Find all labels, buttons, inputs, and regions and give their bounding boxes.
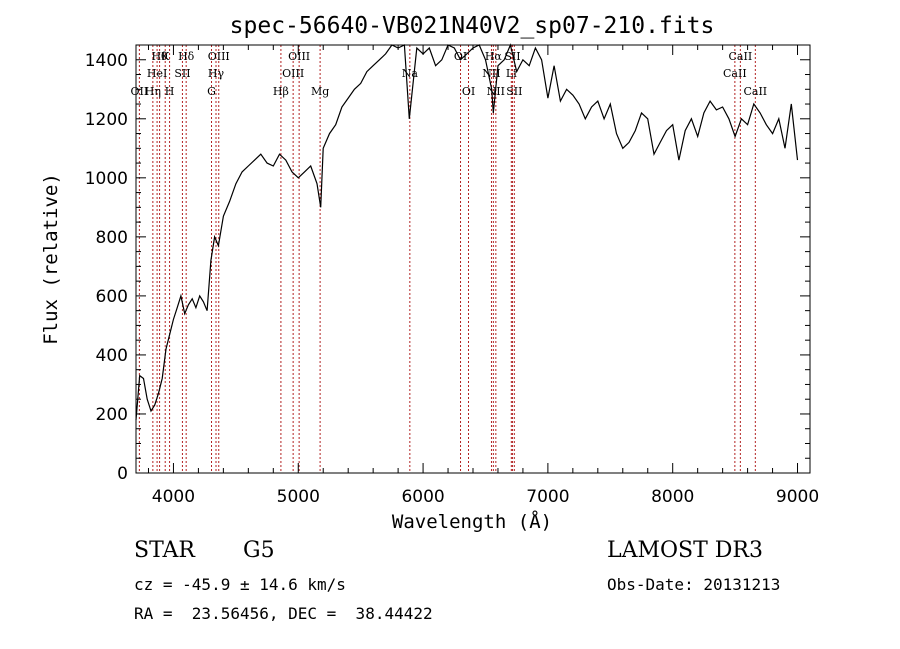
line-marker-label: OI [462,85,475,98]
observation-date: Obs-Date: 20131213 [607,575,781,594]
survey-name: LAMOST DR3 [607,538,763,563]
line-marker-label: Hβ [273,85,289,98]
x-axis-ticks: 4000 5000 6000 7000 8000 9000 [147,45,819,507]
y-tick-label: 600 [96,287,128,307]
line-marker-label: OIII [208,50,230,63]
line-marker-label: Li [506,67,517,80]
y-tick-label: 1400 [85,51,128,71]
line-marker-label: H [165,85,175,98]
object-subclass: G5 [243,538,275,563]
line-marker-label: G [207,85,216,98]
line-marker-label: Mg [311,85,329,98]
y-tick-label: 1200 [85,110,128,130]
redshift-velocity: cz = -45.9 ± 14.6 km/s [134,575,346,594]
y-tick-label: 200 [96,405,128,425]
line-marker-label: NII [482,67,500,80]
line-marker-label: OIII [282,67,304,80]
x-tick-label: 8000 [651,487,694,507]
y-axis-label: Flux (relative) [40,173,62,345]
y-tick-label: 0 [117,464,128,484]
line-marker-label: CaII [723,67,747,80]
x-tick-label: 4000 [152,487,195,507]
chart-title: spec-56640-VB021N40V2_sp07-210.fits [230,13,715,39]
spectrum-line [135,43,799,420]
line-marker-label: OIII [288,50,310,63]
sky-coordinates: RA = 23.56456, DEC = 38.44422 [134,604,433,623]
object-class: STAR [134,538,195,563]
line-marker-label: SII [174,67,190,80]
y-tick-label: 400 [96,346,128,366]
line-marker-label: Na [402,67,419,80]
line-marker-label: CaII [743,85,767,98]
line-marker-label: HeI [147,67,167,80]
line-marker-label: Hα [485,50,503,63]
line-marker-label: Hγ [208,67,225,80]
line-marker-label: SII [506,85,522,98]
y-tick-label: 800 [96,228,128,248]
y-axis-ticks: 0 200 400 600 800 1000 1200 1400 [85,51,810,484]
x-tick-label: 6000 [401,487,444,507]
y-tick-label: 1000 [85,169,128,189]
spectral-line-markers [138,45,756,473]
line-marker-label: K [161,50,170,63]
line-marker-label: OII [131,85,149,98]
line-marker-label: SII [504,50,520,63]
line-marker-label: Hδ [178,50,195,63]
plot-frame [135,44,811,474]
x-axis-label: Wavelength (Å) [392,510,552,533]
line-marker-label: Hη [145,85,161,98]
line-marker-label: Hθ [151,50,168,63]
x-tick-label: 7000 [526,487,569,507]
line-marker-label: CaII [729,50,753,63]
x-tick-label: 9000 [776,487,819,507]
x-tick-label: 5000 [277,487,320,507]
